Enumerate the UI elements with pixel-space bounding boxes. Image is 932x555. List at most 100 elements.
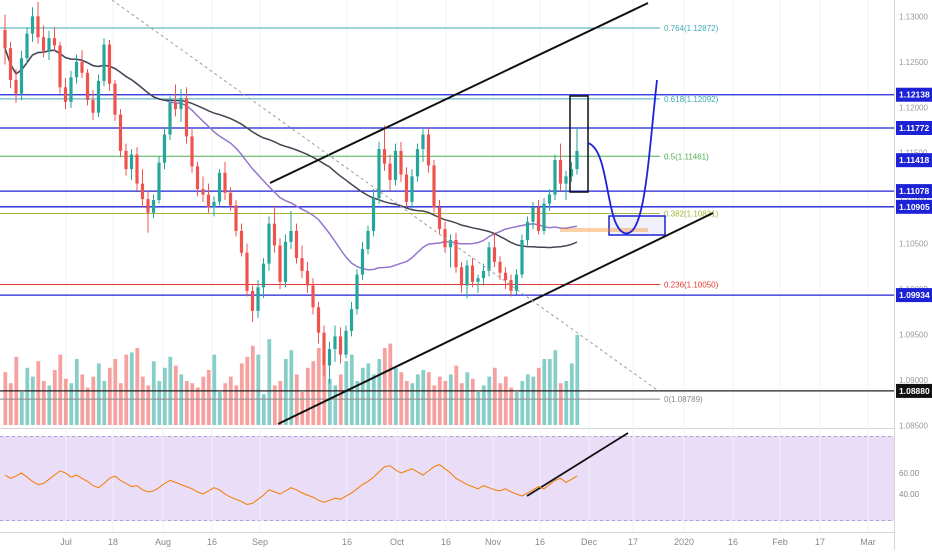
- candle-body: [426, 134, 431, 166]
- candle: [228, 187, 233, 211]
- time-tick-label: Dec: [581, 537, 598, 547]
- candle: [63, 78, 68, 110]
- rsi-tick-label: 60.00: [899, 469, 920, 478]
- time-tick-label: Sep: [252, 537, 268, 547]
- grid: [65, 0, 869, 532]
- candle-body: [74, 61, 79, 78]
- volume-bar: [448, 374, 453, 425]
- volume-bar: [569, 363, 574, 425]
- candle: [476, 274, 480, 293]
- candle-body: [421, 134, 425, 150]
- candle-body: [459, 267, 464, 286]
- candle: [542, 198, 546, 235]
- volume-bar: [547, 359, 552, 425]
- candle: [250, 285, 255, 322]
- candle: [426, 127, 431, 173]
- candle: [47, 30, 51, 60]
- candle-body: [404, 174, 409, 202]
- volume-bar: [113, 359, 118, 425]
- candle-body: [234, 205, 238, 231]
- candle-body: [399, 150, 403, 175]
- candle: [470, 258, 475, 288]
- volume-bar: [184, 381, 189, 425]
- price-tick-label: 1.08500: [899, 421, 928, 430]
- candle-body: [371, 198, 376, 231]
- candle-body: [3, 30, 7, 49]
- time-tick-label: 17: [815, 537, 825, 547]
- candle: [569, 161, 574, 182]
- candle: [487, 241, 491, 277]
- candle-body: [289, 230, 293, 242]
- candle-body: [146, 199, 150, 213]
- candle-body: [349, 309, 354, 331]
- price-tick-label: 1.12500: [899, 58, 928, 67]
- volume-bar: [575, 334, 580, 425]
- price-label-text: 1.08880: [899, 386, 930, 396]
- candle: [234, 200, 238, 237]
- candle: [58, 41, 62, 94]
- candle-body: [553, 160, 557, 195]
- candle-body: [327, 349, 332, 366]
- candle: [80, 50, 84, 79]
- candle: [124, 143, 128, 176]
- candle-body: [157, 162, 161, 200]
- volume-bar: [355, 381, 360, 425]
- price-label-box: [896, 383, 932, 398]
- candle: [404, 167, 409, 208]
- candle-body: [492, 247, 497, 262]
- volume-bar: [536, 367, 541, 425]
- candle-body: [162, 134, 167, 163]
- fib-label: 0.618(1.12092): [664, 95, 719, 104]
- candle: [179, 89, 183, 122]
- candle: [151, 194, 156, 219]
- volume-bar: [212, 354, 217, 425]
- candle-body: [195, 166, 200, 190]
- candle-body: [509, 280, 513, 291]
- candle: [377, 141, 381, 204]
- candle-body: [300, 258, 304, 271]
- candle-body: [360, 249, 365, 275]
- candle: [366, 225, 370, 255]
- candle: [393, 143, 398, 186]
- fib-label: 0.382(1.10831): [664, 210, 719, 219]
- volume-bar: [69, 383, 74, 425]
- candle: [201, 176, 205, 202]
- volume-bar: [63, 378, 68, 425]
- candle-body: [542, 203, 546, 231]
- volume-bar: [465, 372, 470, 425]
- candle: [547, 189, 552, 211]
- candle: [91, 90, 95, 120]
- time-tick-label: 16: [535, 537, 545, 547]
- volume-bar: [377, 359, 382, 425]
- candle: [74, 54, 79, 84]
- candle: [272, 205, 277, 253]
- candle: [459, 261, 464, 293]
- rsi-pane: 60.00 40.00: [4, 464, 920, 506]
- volume-bar: [140, 376, 145, 425]
- candle-body: [311, 285, 315, 308]
- candle-body: [135, 154, 139, 184]
- candle: [173, 84, 178, 117]
- candle: [146, 190, 150, 233]
- price-axis: 1.130001.125001.120001.115001.110001.105…: [896, 12, 932, 430]
- candle-body: [217, 172, 222, 202]
- candle-body: [569, 169, 574, 177]
- moving-averages: [4, 47, 578, 271]
- candle-body: [333, 336, 337, 350]
- candle: [360, 241, 365, 280]
- volume-bar: [305, 367, 310, 425]
- volume-bar: [333, 385, 338, 425]
- candle: [305, 261, 310, 293]
- volume-bar: [558, 383, 563, 425]
- volume-bar: [25, 367, 30, 425]
- volume-bar: [157, 381, 162, 425]
- candle: [448, 234, 453, 268]
- candle: [190, 129, 194, 173]
- fib-trend-dashed-line: [111, 0, 661, 393]
- volume-bar: [58, 354, 63, 425]
- candle: [575, 127, 579, 175]
- volume-bar: [102, 381, 107, 425]
- candle: [96, 74, 101, 118]
- volume-bar: [47, 385, 52, 425]
